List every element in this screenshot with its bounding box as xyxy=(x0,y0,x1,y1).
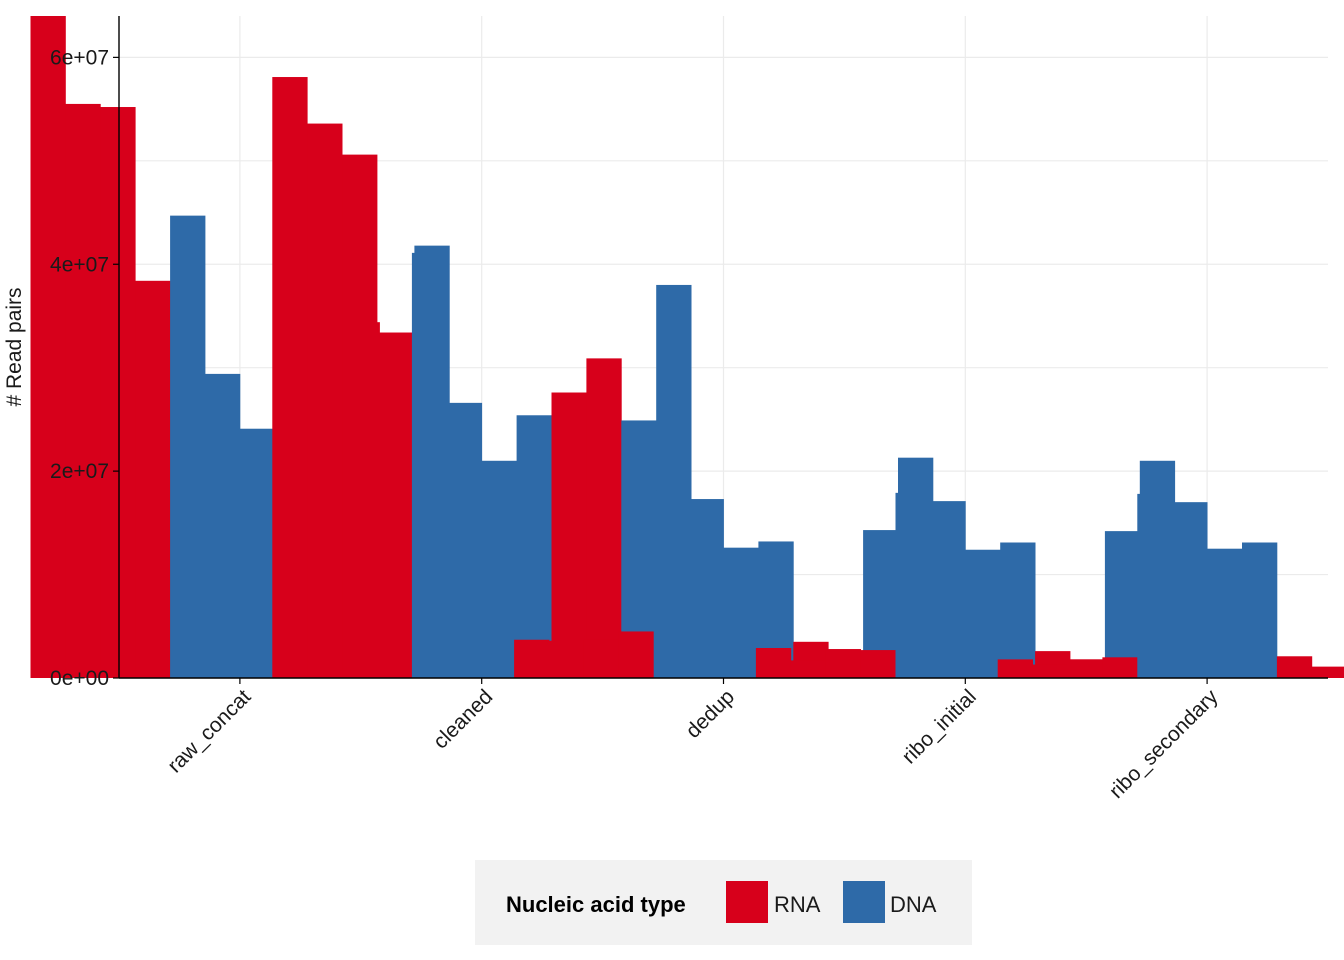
bar-dedup-0 xyxy=(514,639,550,678)
bar-raw_concat-4 xyxy=(170,215,206,678)
bar-cleaned-3 xyxy=(377,332,413,678)
x-tick-label-cleaned: cleaned xyxy=(429,685,497,753)
x-tick-label-ribo_initial: ribo_initial xyxy=(898,685,981,768)
y-tick-label: 0e+00 xyxy=(50,667,109,690)
bar-dedup-2 xyxy=(583,639,620,678)
bar-raw_concat-1 xyxy=(65,103,101,679)
bar-cleaned-0 xyxy=(272,77,308,678)
y-tick-label: 2e+07 xyxy=(50,460,109,483)
bar-cleaned-1 xyxy=(307,123,343,678)
bar-raw_concat-3 xyxy=(135,280,171,678)
bar-raw_concat-6 xyxy=(239,428,276,678)
bar-ribo_initial-0 xyxy=(755,648,792,678)
legend-label-dna: DNA xyxy=(890,892,937,917)
bar-cleaned-6 xyxy=(481,460,517,678)
bar-cleaned-8 xyxy=(551,392,587,678)
bar-dedup-6 xyxy=(723,547,759,678)
legend: Nucleic acid type RNA DNA xyxy=(475,860,972,945)
bar-ribo_secondary-5 xyxy=(1172,502,1208,678)
legend-background xyxy=(475,860,972,945)
bar-ribo_secondary-8 xyxy=(1276,656,1313,678)
y-axis-ticks: 0e+00 2e+07 4e+07 6e+07 xyxy=(50,46,119,690)
bar-ribo_secondary-1 xyxy=(1032,664,1068,678)
bar-cleaned-2 xyxy=(342,154,378,679)
x-tick-label-raw_concat: raw_concat xyxy=(163,685,255,777)
bar-cleaned-7 xyxy=(516,415,552,678)
bar-ribo_secondary-6 xyxy=(1207,548,1243,678)
bar-ribo_secondary-3 xyxy=(1102,657,1138,678)
bar-cleaned-5 xyxy=(446,402,483,678)
x-tick-label-dedup: dedup xyxy=(681,685,739,743)
bar-ribo_initial-5 xyxy=(930,501,966,678)
bar-cleaned-9 xyxy=(586,358,622,678)
bar-ribo_initial-1 xyxy=(790,660,827,678)
x-axis-ticks: raw_concat cleaned dedup ribo_initial ribo_s… xyxy=(163,678,1223,803)
bar-cleaned-4 xyxy=(411,252,448,678)
bar-raw_concat-5 xyxy=(205,373,241,678)
legend-swatch-dna xyxy=(843,881,885,923)
y-tick-label: 6e+07 xyxy=(50,46,109,69)
bar-ribo_initial-7 xyxy=(1000,542,1036,678)
bar-dedup-5 xyxy=(688,499,724,678)
bar-dedup-1 xyxy=(549,640,585,678)
bar-raw_concat-0 xyxy=(30,16,66,678)
bar-ribo_secondary-9 xyxy=(1311,666,1344,678)
bars xyxy=(30,16,1344,679)
bar-raw_concat-2 xyxy=(100,107,136,678)
bar-ribo_initial-4 xyxy=(895,492,931,678)
bar-dedup-3 xyxy=(618,631,655,678)
legend-label-rna: RNA xyxy=(774,892,821,917)
legend-title: Nucleic acid type xyxy=(506,892,686,917)
bar-ribo_secondary-4 xyxy=(1137,493,1173,678)
bar-ribo_initial-3 xyxy=(860,650,896,678)
bar-ribo_initial-6 xyxy=(965,549,1001,678)
x-tick-label-ribo_secondary: ribo_secondary xyxy=(1105,685,1223,803)
y-tick-label: 4e+07 xyxy=(50,253,109,276)
bar-ribo_secondary-0 xyxy=(997,659,1033,678)
bar-ribo_secondary-2 xyxy=(1067,659,1103,678)
bar-ribo_initial-2 xyxy=(825,649,861,678)
bar-dedup-4 xyxy=(653,490,689,678)
bar-ribo_initial-10 xyxy=(1104,531,1141,678)
y-axis-label: # Read pairs xyxy=(3,287,26,406)
bar-ribo_secondary-7 xyxy=(1242,542,1278,678)
legend-swatch-rna xyxy=(726,881,768,923)
